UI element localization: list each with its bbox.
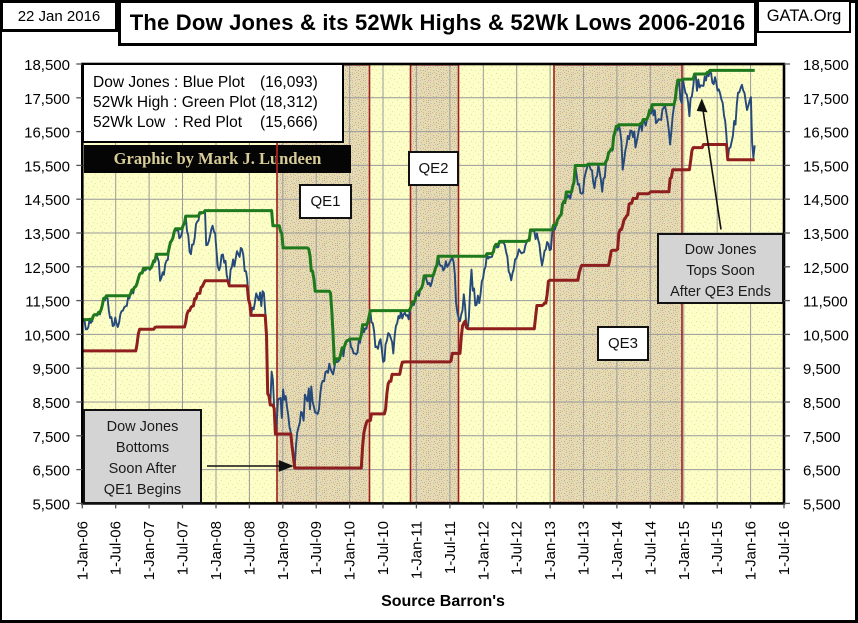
svg-text:9,500: 9,500: [803, 361, 841, 378]
svg-text:1-Jul-08: 1-Jul-08: [241, 521, 258, 575]
svg-text:8,500: 8,500: [32, 395, 70, 412]
svg-text:1-Jan-15: 1-Jan-15: [676, 521, 693, 580]
svg-text:13,500: 13,500: [24, 226, 70, 243]
svg-text:1-Jul-15: 1-Jul-15: [709, 521, 726, 575]
svg-text:1-Jan-09: 1-Jan-09: [275, 521, 292, 580]
svg-text:10,500: 10,500: [24, 327, 70, 344]
svg-text:1-Jul-06: 1-Jul-06: [108, 521, 125, 575]
svg-text:18,500: 18,500: [24, 57, 70, 74]
svg-text:7,500: 7,500: [803, 429, 841, 446]
svg-text:7,500: 7,500: [32, 429, 70, 446]
svg-text:8,500: 8,500: [803, 395, 841, 412]
svg-text:1-Jul-13: 1-Jul-13: [576, 521, 593, 575]
svg-text:12,500: 12,500: [24, 260, 70, 277]
svg-text:1-Jul-16: 1-Jul-16: [776, 521, 793, 575]
svg-text:14,500: 14,500: [803, 192, 849, 209]
svg-text:15,500: 15,500: [803, 158, 849, 175]
svg-text:1-Jul-07: 1-Jul-07: [175, 521, 192, 575]
svg-text:9,500: 9,500: [32, 361, 70, 378]
svg-text:1-Jan-10: 1-Jan-10: [342, 521, 359, 580]
svg-text:1-Jul-12: 1-Jul-12: [509, 521, 526, 575]
svg-text:16,500: 16,500: [24, 125, 70, 142]
svg-text:1-Jul-14: 1-Jul-14: [642, 521, 659, 575]
svg-text:5,500: 5,500: [32, 496, 70, 513]
svg-text:12,500: 12,500: [803, 260, 849, 277]
svg-text:1-Jan-13: 1-Jan-13: [542, 521, 559, 580]
svg-text:1-Jan-16: 1-Jan-16: [743, 521, 760, 580]
svg-text:14,500: 14,500: [24, 192, 70, 209]
svg-text:6,500: 6,500: [803, 463, 841, 480]
svg-text:10,500: 10,500: [803, 327, 849, 344]
svg-text:1-Jan-12: 1-Jan-12: [475, 521, 492, 580]
svg-text:15,500: 15,500: [24, 158, 70, 175]
svg-text:1-Jul-09: 1-Jul-09: [308, 521, 325, 575]
svg-text:1-Jan-08: 1-Jan-08: [208, 521, 225, 580]
svg-text:1-Jan-06: 1-Jan-06: [74, 521, 91, 580]
svg-text:1-Jan-07: 1-Jan-07: [141, 521, 158, 580]
svg-text:17,500: 17,500: [24, 91, 70, 108]
svg-text:18,500: 18,500: [803, 57, 849, 74]
svg-text:16,500: 16,500: [803, 125, 849, 142]
svg-text:5,500: 5,500: [803, 496, 841, 513]
svg-text:1-Jul-11: 1-Jul-11: [442, 521, 459, 574]
svg-text:13,500: 13,500: [803, 226, 849, 243]
svg-text:1-Jan-14: 1-Jan-14: [609, 521, 626, 580]
svg-text:6,500: 6,500: [32, 463, 70, 480]
svg-text:1-Jan-11: 1-Jan-11: [408, 521, 425, 579]
svg-text:11,500: 11,500: [803, 294, 848, 311]
svg-text:17,500: 17,500: [803, 91, 849, 108]
svg-text:11,500: 11,500: [25, 294, 70, 311]
svg-text:1-Jul-10: 1-Jul-10: [375, 521, 392, 575]
